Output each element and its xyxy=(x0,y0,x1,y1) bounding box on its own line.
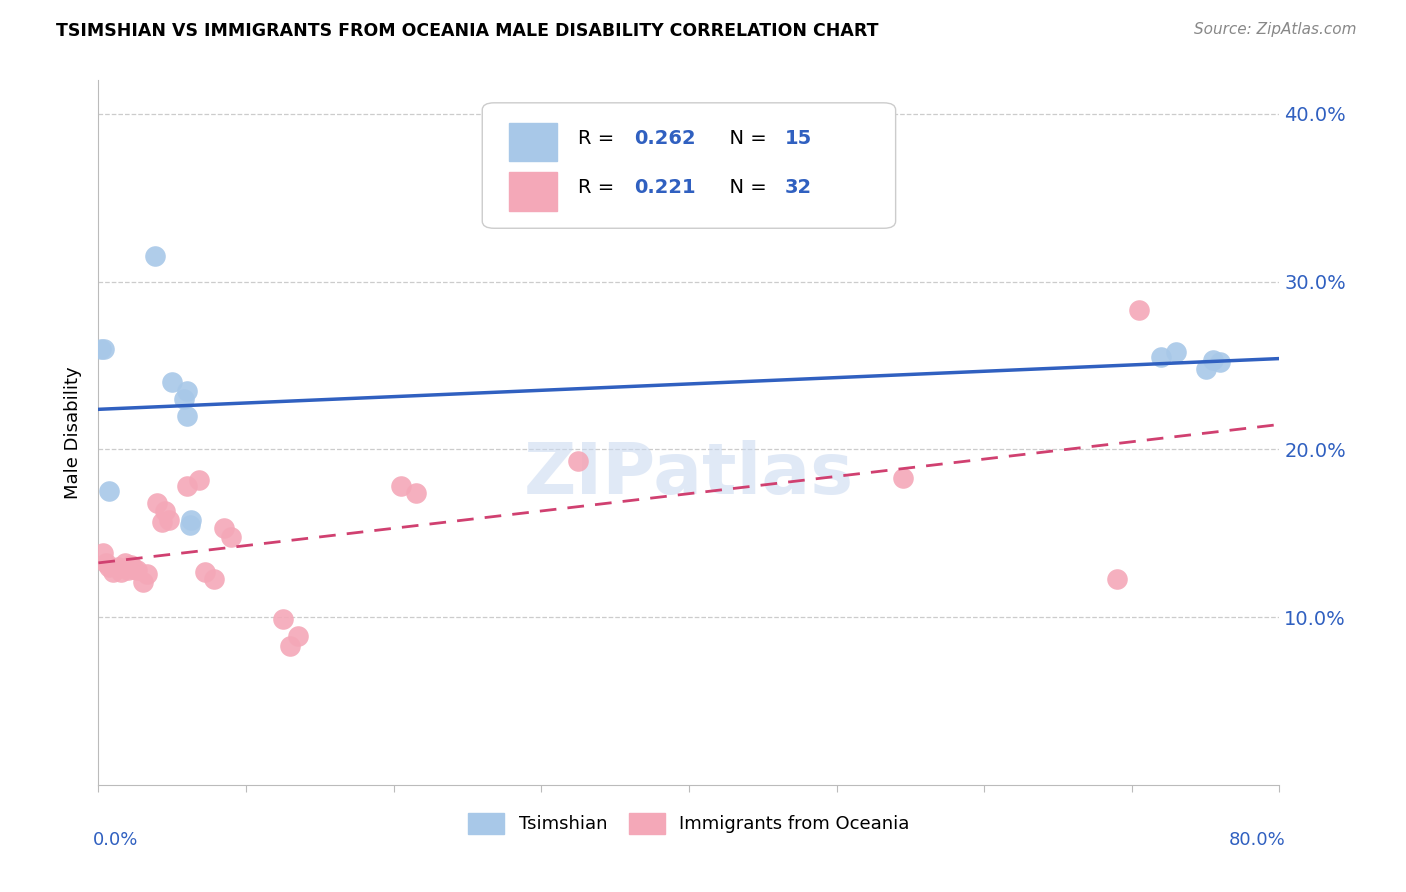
Point xyxy=(107,559,129,574)
Point xyxy=(94,557,117,571)
Point xyxy=(143,250,166,264)
Point xyxy=(122,561,145,575)
Point xyxy=(1195,362,1218,376)
Point xyxy=(202,572,225,586)
Point xyxy=(146,496,169,510)
Y-axis label: Male Disability: Male Disability xyxy=(65,367,83,499)
Point xyxy=(157,513,180,527)
Text: R =: R = xyxy=(578,128,620,147)
Point xyxy=(212,521,235,535)
Point xyxy=(176,409,198,423)
Point xyxy=(97,559,120,574)
Text: 80.0%: 80.0% xyxy=(1229,830,1285,849)
Text: R =: R = xyxy=(578,178,620,197)
Point xyxy=(117,563,139,577)
Point xyxy=(162,376,183,390)
Text: 32: 32 xyxy=(785,178,811,197)
Point xyxy=(280,639,302,653)
Point xyxy=(176,384,198,398)
Point xyxy=(179,517,201,532)
Text: ZIPatlas: ZIPatlas xyxy=(524,441,853,509)
Point xyxy=(1166,345,1188,359)
Point xyxy=(287,629,309,643)
Point xyxy=(125,563,148,577)
FancyBboxPatch shape xyxy=(509,172,557,211)
Point xyxy=(103,565,125,579)
Text: 0.0%: 0.0% xyxy=(93,830,138,849)
Point xyxy=(1202,353,1225,368)
Point xyxy=(180,513,202,527)
Point xyxy=(132,574,155,589)
Text: Source: ZipAtlas.com: Source: ZipAtlas.com xyxy=(1194,22,1357,37)
Point xyxy=(271,612,294,626)
Point xyxy=(173,392,195,406)
Point xyxy=(405,486,427,500)
Point xyxy=(1128,303,1150,318)
Point xyxy=(567,454,589,468)
Point xyxy=(1107,572,1129,586)
Point xyxy=(114,557,136,571)
FancyBboxPatch shape xyxy=(509,122,557,161)
Point xyxy=(153,504,176,518)
Text: 0.221: 0.221 xyxy=(634,178,696,197)
Legend: Tsimshian, Immigrants from Oceania: Tsimshian, Immigrants from Oceania xyxy=(460,804,918,843)
Point xyxy=(150,515,173,529)
Text: 0.262: 0.262 xyxy=(634,128,696,147)
Point xyxy=(194,565,217,579)
Point xyxy=(93,342,115,356)
Point xyxy=(1150,350,1173,364)
FancyBboxPatch shape xyxy=(482,103,896,228)
Text: 15: 15 xyxy=(785,128,811,147)
Point xyxy=(389,479,412,493)
Point xyxy=(110,565,132,579)
Point xyxy=(187,473,209,487)
Point xyxy=(891,471,914,485)
Text: TSIMSHIAN VS IMMIGRANTS FROM OCEANIA MALE DISABILITY CORRELATION CHART: TSIMSHIAN VS IMMIGRANTS FROM OCEANIA MAL… xyxy=(56,22,879,40)
Text: N =: N = xyxy=(717,178,773,197)
Point xyxy=(221,530,243,544)
Point xyxy=(1209,355,1232,369)
Point xyxy=(120,558,142,573)
Point xyxy=(176,479,198,493)
Point xyxy=(136,566,159,581)
Point xyxy=(97,484,120,499)
Point xyxy=(91,546,114,560)
Point xyxy=(90,342,112,356)
Text: N =: N = xyxy=(717,128,773,147)
